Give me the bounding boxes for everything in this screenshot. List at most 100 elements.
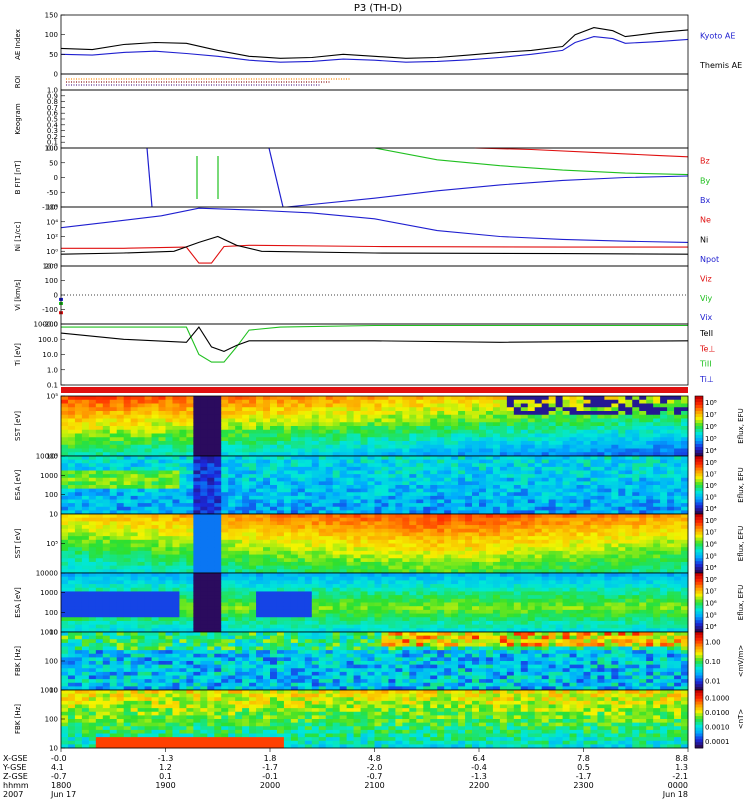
sst_e-cell — [116, 448, 125, 453]
sst_e-cell — [465, 437, 473, 442]
sst_i-cell — [555, 558, 563, 563]
esa_e-cell — [353, 481, 361, 486]
sst_e-cell — [95, 433, 104, 438]
esa_e-cell — [186, 495, 194, 500]
esa_e-cell — [604, 459, 612, 464]
sst_i-cell — [416, 514, 424, 519]
sst_i-cell — [423, 536, 431, 541]
esa_e-cell — [151, 470, 159, 475]
esa_e-cell — [346, 456, 354, 461]
sst_e-cell — [109, 411, 118, 416]
esa_e-cell — [297, 474, 306, 479]
sst_i-cell — [444, 547, 452, 552]
sst_i-cell — [576, 517, 584, 522]
sst_i-cell — [109, 569, 118, 574]
vi-y-tick-label: 200 — [45, 263, 58, 271]
esa_e-cell — [625, 477, 633, 482]
esa_e-cell — [499, 492, 508, 497]
sst_e-cell — [304, 444, 313, 449]
sst_i-cell — [625, 517, 633, 522]
esa_e-cell — [430, 466, 438, 471]
esa_i-cell — [123, 613, 132, 618]
sst_e-cell — [458, 399, 466, 404]
sst_e-cell — [534, 448, 543, 453]
sst_e-cell — [276, 399, 285, 404]
sst_e-cell — [416, 441, 424, 446]
sst_i-cell — [402, 517, 410, 522]
sst_i-cell — [423, 528, 431, 533]
sst_e-cell — [137, 452, 145, 457]
sst_i-cell — [346, 525, 354, 530]
esa_e-cell — [235, 495, 243, 500]
sst_e-cell — [402, 414, 410, 419]
sst_i-cell — [576, 565, 584, 570]
sst_i-cell — [228, 539, 236, 544]
esa_e-cell — [555, 463, 563, 468]
sst_i-cell — [430, 561, 438, 567]
esa_e-cell — [290, 474, 299, 479]
sst_e-cell — [109, 399, 118, 404]
sst_i-cell — [353, 514, 361, 519]
sst_i-cell — [200, 543, 208, 548]
esa_e-cell — [625, 506, 633, 511]
sst_e-cell — [604, 418, 612, 423]
sst_e-cell — [485, 411, 494, 416]
sst_i-cell — [465, 521, 473, 526]
esa_e-cell — [256, 470, 264, 475]
sst_e-cell — [492, 426, 501, 431]
sst_e-cell — [548, 448, 557, 453]
esa_e-cell — [270, 474, 278, 479]
sst_i-cell — [458, 517, 466, 522]
esa_e-cell — [625, 463, 633, 468]
sst_i-cell — [374, 528, 382, 533]
sst_e-cell — [339, 448, 348, 453]
esa_e-cell — [144, 470, 152, 475]
sst_i-cell — [263, 532, 271, 537]
esa_i-cell — [144, 613, 152, 618]
sst_e-cell — [423, 444, 431, 449]
sst_e-cell — [646, 403, 654, 408]
sst_i-cell — [339, 558, 348, 563]
sst_i-cell — [583, 543, 591, 548]
sst_e-cell — [186, 429, 194, 434]
sst_e-cell — [492, 433, 501, 438]
sst_e-cell — [632, 399, 640, 404]
sst_i-cell — [144, 561, 152, 567]
esa_e-cell — [95, 488, 104, 493]
esa_i-cell — [235, 580, 243, 585]
sst_i-cell — [527, 550, 536, 555]
esa_e-cell — [388, 474, 396, 479]
esa_e-cell — [158, 495, 166, 500]
sst_i-cell — [339, 521, 348, 526]
esa_e-cell — [569, 463, 577, 468]
sst_e-cell — [430, 448, 438, 453]
esa_i-cell — [242, 620, 250, 626]
sst_e-cell — [200, 407, 208, 412]
esa_e-cell — [102, 492, 111, 497]
sst_e-cell — [263, 418, 271, 423]
sst_i-cell — [151, 561, 159, 567]
esa_i-cell — [151, 598, 159, 603]
ae-y-tick-label: 50 — [49, 51, 58, 59]
sst_e-cell — [444, 441, 452, 446]
sst_i-cell — [172, 565, 180, 570]
esa_e-cell — [374, 492, 382, 497]
sst_i-cell — [228, 525, 236, 530]
sst_i-cell — [360, 528, 368, 533]
sst_i-cell — [325, 554, 334, 559]
esa_i-cell — [193, 609, 201, 614]
sst_i-cell — [667, 554, 675, 559]
esa_e-cell — [548, 477, 557, 482]
esa_i-cell — [179, 628, 187, 633]
sst_i-cell — [423, 554, 431, 559]
sst_i-cell — [109, 517, 118, 522]
esa_e-cell — [151, 495, 159, 500]
esa_i-cell — [130, 609, 139, 614]
esa_e-cell — [214, 463, 222, 468]
sst_e-cell — [165, 414, 173, 419]
sst_e-cell — [88, 411, 97, 416]
esa_i-cell — [61, 617, 69, 622]
sst_i-cell — [130, 532, 139, 537]
sst_i-cell — [67, 536, 76, 541]
sst_i-cell — [109, 514, 118, 519]
